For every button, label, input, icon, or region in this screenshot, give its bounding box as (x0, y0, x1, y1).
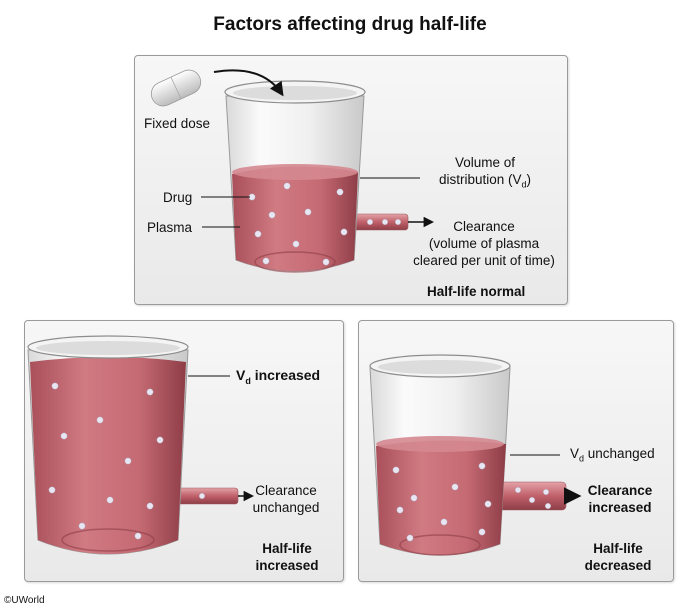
vd-prefix: V (236, 367, 246, 383)
clearance-unchanged-label: Clearance unchanged (248, 482, 324, 516)
clearance-line1: Clearance (587, 483, 653, 498)
beaker-icon (369, 354, 567, 556)
clearance-line2: (volume of plasma (428, 236, 540, 251)
vd-line2-sub: d (521, 179, 527, 190)
vd-line1: Volume of (454, 155, 516, 170)
outcome-line1: Half-life (593, 541, 643, 556)
vd-unchanged-label: Vd unchanged (570, 445, 655, 468)
volume-of-distribution-label: Volume of distribution (Vd) (420, 154, 550, 194)
clearance-increased-label: Clearance increased (580, 482, 660, 516)
vd-sub: d (245, 375, 251, 386)
outcome-line1: Half-life (262, 541, 312, 556)
vd-prefix: V (570, 446, 580, 461)
clearance-line3: cleared per unit of time) (413, 253, 555, 268)
drug-label: Drug (163, 190, 193, 205)
copyright-notice: ©UWorld (4, 595, 45, 606)
plasma-label: Plasma (147, 220, 193, 235)
clearance-line2: increased (588, 500, 652, 515)
outcome-line2: decreased (584, 558, 652, 573)
dose-arrow-icon (213, 69, 284, 97)
half-life-normal-label: Half-life normal (427, 284, 526, 299)
vd-increased-label: Vd increased (236, 367, 320, 390)
vd-suffix: unchanged (584, 446, 655, 461)
vd-line2-suffix: ) (526, 172, 532, 187)
clearance-line1: Clearance (453, 219, 515, 234)
fixed-dose-label: Fixed dose (144, 116, 211, 131)
clearance-line2: unchanged (252, 500, 320, 515)
beaker-icon (27, 335, 239, 555)
vd-line2-prefix: distribution (V (438, 172, 522, 187)
pill-icon (150, 69, 202, 107)
half-life-increased-label: Half-life increased (245, 540, 329, 574)
vd-suffix: increased (250, 367, 321, 383)
clearance-definition-label: Clearance (volume of plasma cleared per … (400, 218, 568, 269)
clearance-line1: Clearance (255, 483, 317, 498)
outcome-line2: increased (255, 558, 319, 573)
diagram-title: Factors affecting drug half-life (213, 14, 487, 35)
beaker-icon (224, 80, 409, 273)
vd-sub: d (579, 453, 585, 464)
half-life-decreased-label: Half-life decreased (576, 540, 660, 574)
